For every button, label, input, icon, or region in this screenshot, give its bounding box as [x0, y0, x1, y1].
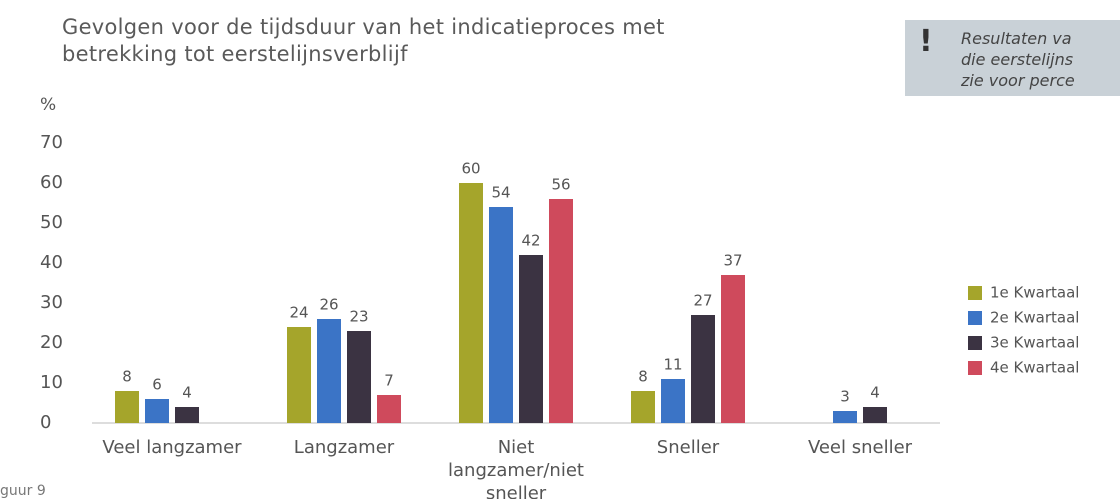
bar	[287, 327, 311, 423]
bar	[347, 331, 371, 423]
y-tick-label: 40	[40, 252, 63, 273]
x-tick-label: Sneller	[656, 437, 720, 458]
note-line: Resultaten va	[961, 29, 1072, 48]
figure-label: guur 9	[0, 483, 46, 499]
value-label: 56	[551, 176, 570, 194]
legend-swatch	[968, 361, 982, 375]
note-line: die eerstelijns	[961, 50, 1074, 69]
legend-swatch	[968, 311, 982, 325]
legend-label: 2e Kwartaal	[990, 309, 1079, 327]
y-tick-label: 0	[40, 412, 51, 433]
y-tick-label: 30	[40, 292, 63, 313]
value-label: 24	[289, 304, 308, 322]
value-label: 42	[521, 232, 540, 250]
legend-swatch	[968, 336, 982, 350]
x-tick-label: Veel langzamer	[102, 437, 242, 458]
legend-swatch	[968, 286, 982, 300]
value-label: 27	[693, 292, 712, 310]
value-label: 26	[319, 296, 338, 314]
note-line: zie voor perce	[961, 71, 1075, 90]
value-label: 23	[349, 308, 368, 326]
chart-title: Gevolgen voor de tijdsduur van het indic…	[62, 15, 665, 66]
legend-label: 1e Kwartaal	[990, 284, 1079, 302]
note-box: ! Resultaten va die eerstelijns zie voor…	[905, 20, 1120, 96]
value-label: 3	[840, 388, 850, 406]
value-label: 11	[663, 356, 682, 374]
bar	[489, 207, 513, 423]
legend-label: 3e Kwartaal	[990, 334, 1079, 352]
bar	[721, 275, 745, 423]
y-tick-label: 20	[40, 332, 63, 353]
bar	[863, 407, 887, 423]
value-label: 7	[384, 372, 394, 390]
legend-label: 4e Kwartaal	[990, 359, 1079, 377]
bar	[691, 315, 715, 423]
y-tick-label: 60	[40, 172, 63, 193]
value-label: 37	[723, 252, 742, 270]
value-label: 8	[638, 368, 648, 386]
bar	[519, 255, 543, 423]
bar	[145, 399, 169, 423]
y-tick-label: 50	[40, 212, 63, 233]
bar	[549, 199, 573, 423]
x-tick-label: Langzamer	[293, 437, 395, 458]
bar	[833, 411, 857, 423]
y-tick-label: 10	[40, 372, 63, 393]
x-tick-label: Veel sneller	[807, 437, 913, 458]
y-axis-label: %	[40, 95, 56, 115]
note-text: Resultaten va die eerstelijns zie voor p…	[961, 28, 1075, 91]
value-label: 8	[122, 368, 132, 386]
note-icon: !	[919, 24, 933, 59]
value-label: 4	[182, 384, 192, 402]
bar	[661, 379, 685, 423]
bar	[377, 395, 401, 423]
value-label: 60	[461, 160, 480, 178]
value-label: 54	[491, 184, 510, 202]
bar	[631, 391, 655, 423]
value-label: 4	[870, 384, 880, 402]
bar	[175, 407, 199, 423]
y-tick-label: 70	[40, 132, 63, 153]
bar	[459, 183, 483, 423]
bar	[115, 391, 139, 423]
value-label: 6	[152, 376, 162, 394]
bar	[317, 319, 341, 423]
x-tick-label: Niet langzamer/niet sneller	[448, 437, 584, 499]
